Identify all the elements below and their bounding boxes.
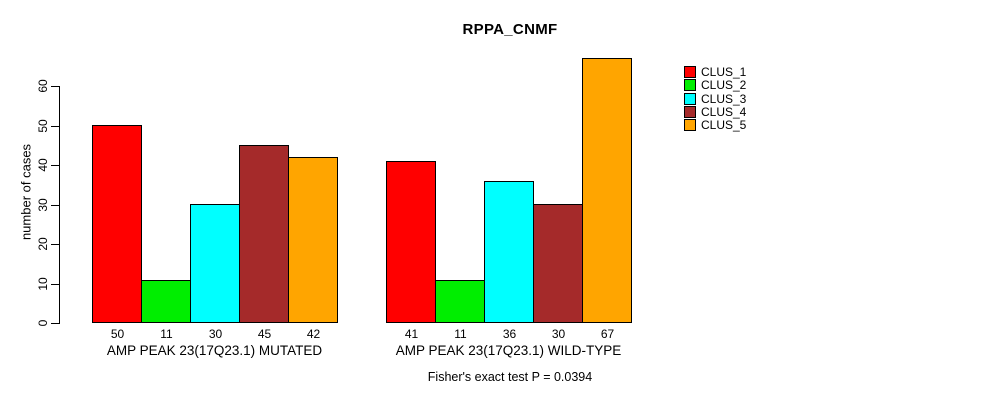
y-axis-tick bbox=[51, 126, 59, 127]
bar-value-label: 42 bbox=[306, 327, 321, 341]
y-axis-tick bbox=[51, 205, 59, 206]
legend-label-clus_2: CLUS_2 bbox=[701, 78, 747, 92]
bar-clus_5-group2 bbox=[582, 58, 632, 323]
legend-swatch-clus_4 bbox=[684, 106, 696, 118]
bar-clus_5-group1 bbox=[288, 157, 338, 323]
bar-clus_1-group1 bbox=[92, 125, 142, 323]
legend-swatch-clus_3 bbox=[684, 93, 696, 105]
y-axis-tick bbox=[51, 86, 59, 87]
bar-value-label: 45 bbox=[257, 327, 272, 341]
legend-label-clus_5: CLUS_5 bbox=[701, 118, 747, 132]
bar-value-label: 67 bbox=[600, 327, 615, 341]
bar-value-label: 30 bbox=[208, 327, 223, 341]
legend-swatch-clus_5 bbox=[684, 119, 696, 131]
bar-value-label: 30 bbox=[551, 327, 566, 341]
y-axis-tick bbox=[51, 323, 59, 324]
bar-clus_4-group1 bbox=[239, 145, 289, 323]
legend-label-clus_3: CLUS_3 bbox=[701, 92, 747, 106]
bar-value-label: 11 bbox=[160, 327, 173, 341]
bar-value-label: 50 bbox=[110, 327, 125, 341]
bar-value-label: 11 bbox=[454, 327, 467, 341]
bar-clus_4-group2 bbox=[533, 204, 583, 323]
legend-label-clus_4: CLUS_4 bbox=[701, 105, 747, 119]
legend-label-clus_1: CLUS_1 bbox=[701, 65, 747, 79]
bar-value-label: 36 bbox=[502, 327, 517, 341]
x-axis-group-label: AMP PEAK 23(17Q23.1) WILD-TYPE bbox=[395, 343, 622, 358]
bar-value-label: 41 bbox=[404, 327, 419, 341]
bar-clus_3-group1 bbox=[190, 204, 240, 323]
bar-clus_2-group2 bbox=[435, 280, 485, 323]
y-axis-tick bbox=[51, 284, 59, 285]
y-axis-line bbox=[59, 86, 60, 324]
bar-clus_1-group2 bbox=[386, 161, 436, 323]
annotation-fisher-test: Fisher's exact test P = 0.0394 bbox=[427, 370, 593, 384]
bar-clus_2-group1 bbox=[141, 280, 191, 323]
y-axis-tick bbox=[51, 165, 59, 166]
legend-swatch-clus_2 bbox=[684, 79, 696, 91]
y-axis-tick bbox=[51, 244, 59, 245]
legend-swatch-clus_1 bbox=[684, 66, 696, 78]
x-axis-group-label: AMP PEAK 23(17Q23.1) MUTATED bbox=[106, 343, 323, 358]
chart-title: RPPA_CNMF bbox=[462, 21, 558, 38]
